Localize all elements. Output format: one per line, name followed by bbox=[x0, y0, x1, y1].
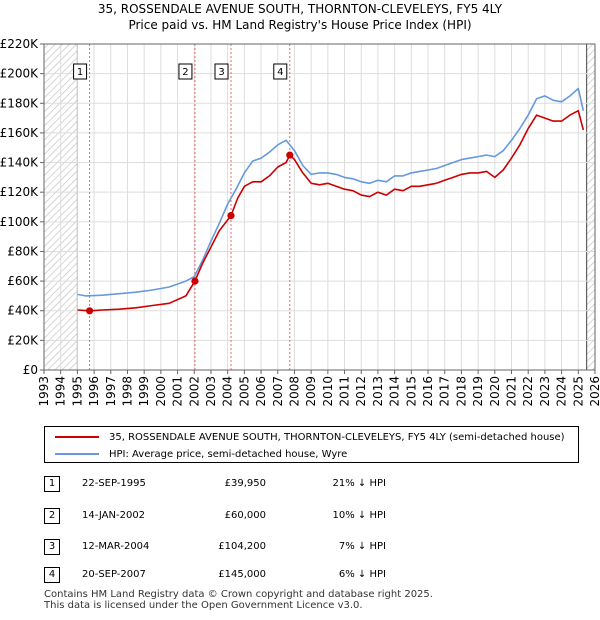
transaction-hpi-diff: 6% ↓ HPI bbox=[338, 569, 386, 580]
y-tick-label: £60K bbox=[7, 274, 39, 288]
transaction-hpi-diff: 21% ↓ HPI bbox=[332, 478, 386, 489]
footer-line-copyright: Contains HM Land Registry data © Crown c… bbox=[44, 589, 433, 600]
x-tick-label: 2019 bbox=[471, 376, 485, 407]
x-tick-label: 2015 bbox=[404, 376, 418, 407]
x-tick-label: 1994 bbox=[54, 376, 68, 407]
x-tick-label: 2026 bbox=[588, 376, 600, 407]
x-tick-label: 2018 bbox=[454, 376, 468, 407]
x-tick-label: 2017 bbox=[438, 376, 452, 407]
x-tick-label: 2011 bbox=[338, 376, 352, 407]
y-tick-label: £180K bbox=[0, 96, 39, 110]
x-tick-label: 2020 bbox=[488, 376, 502, 407]
y-tick-label: £40K bbox=[7, 304, 39, 318]
transaction-point bbox=[191, 277, 199, 285]
x-tick-label: 1997 bbox=[104, 376, 118, 407]
y-tick-label: £0 bbox=[23, 363, 38, 377]
y-tick-label: £80K bbox=[7, 244, 39, 258]
x-tick-label: 2005 bbox=[237, 376, 251, 407]
legend-label-hpi: HPI: Average price, semi-detached house,… bbox=[109, 448, 348, 460]
x-tick-label: 2006 bbox=[254, 376, 268, 407]
transaction-price: £60,000 bbox=[224, 510, 266, 521]
x-tick-label: 2021 bbox=[505, 376, 519, 407]
transaction-hpi-diff: 10% ↓ HPI bbox=[332, 510, 386, 521]
x-tick-label: 2023 bbox=[538, 376, 552, 407]
y-tick-label: £20K bbox=[7, 333, 39, 347]
transaction-label-box bbox=[214, 63, 229, 80]
legend-item-hpi: HPI: Average price, semi-detached house,… bbox=[45, 446, 347, 462]
transaction-label-box bbox=[73, 63, 88, 80]
y-tick-label: £120K bbox=[0, 185, 39, 199]
x-tick-label: 2004 bbox=[221, 376, 235, 407]
x-tick-label: 1993 bbox=[37, 376, 51, 407]
y-tick-label: £140K bbox=[0, 156, 39, 170]
x-tick-label: 2025 bbox=[571, 376, 585, 407]
x-tick-label: 2007 bbox=[271, 376, 285, 407]
table-row: 1 22-SEP-1995 £39,950 21% ↓ HPI bbox=[0, 476, 600, 494]
transaction-label-box bbox=[273, 63, 288, 80]
x-tick-label: 2013 bbox=[371, 376, 385, 407]
legend-item-property: 35, ROSSENDALE AVENUE SOUTH, THORNTON-CL… bbox=[45, 429, 565, 445]
chart-legend: 35, ROSSENDALE AVENUE SOUTH, THORNTON-CL… bbox=[44, 426, 579, 463]
transaction-label: 4 bbox=[277, 67, 283, 78]
plot-frame bbox=[43, 43, 596, 371]
series-line-hpi bbox=[77, 87, 585, 297]
legend-swatch-property bbox=[55, 436, 99, 438]
transaction-label: 1 bbox=[77, 67, 83, 78]
x-tick-label: 2012 bbox=[354, 376, 368, 407]
transaction-number-badge: 1 bbox=[44, 476, 60, 492]
x-tick-label: 1999 bbox=[137, 376, 151, 407]
transaction-number-badge: 2 bbox=[44, 508, 60, 524]
x-tick-label: 2024 bbox=[555, 376, 569, 407]
x-tick-label: 2000 bbox=[154, 376, 168, 407]
y-tick-label: £200K bbox=[0, 67, 39, 81]
chart-subtitle: Price paid vs. HM Land Registry's House … bbox=[128, 18, 472, 32]
x-tick-label: 2016 bbox=[421, 376, 435, 407]
x-tick-label: 1995 bbox=[70, 376, 84, 407]
transaction-label: 3 bbox=[218, 67, 224, 78]
x-tick-label: 1996 bbox=[87, 376, 101, 407]
price-chart: 1 2 3 4 £0 £20K £40K £60K £80K £100K £120K £140K £1… bbox=[0, 37, 600, 407]
table-row: 2 14-JAN-2002 £60,000 10% ↓ HPI bbox=[0, 508, 600, 526]
transaction-date: 22-SEP-1995 bbox=[82, 478, 146, 489]
y-tick-label: £160K bbox=[0, 126, 39, 140]
series-line-property bbox=[77, 109, 585, 312]
table-row: 3 12-MAR-2004 £104,200 7% ↓ HPI bbox=[0, 539, 600, 557]
transaction-date: 14-JAN-2002 bbox=[82, 510, 146, 521]
legend-swatch-hpi bbox=[55, 453, 99, 455]
chart-title: 35, ROSSENDALE AVENUE SOUTH, THORNTON-CL… bbox=[97, 2, 503, 16]
transaction-price: £39,950 bbox=[224, 478, 266, 489]
transaction-point bbox=[85, 307, 94, 315]
transaction-date: 12-MAR-2004 bbox=[82, 541, 150, 552]
transaction-price: £145,000 bbox=[218, 569, 266, 580]
transaction-price: £104,200 bbox=[218, 541, 266, 552]
hatched-region bbox=[586, 44, 595, 370]
x-tick-label: 2008 bbox=[287, 376, 301, 407]
table-row: 4 20-SEP-2007 £145,000 6% ↓ HPI bbox=[0, 567, 600, 585]
footer-attribution: Contains HM Land Registry data © Crown c… bbox=[44, 589, 433, 611]
x-tick-label: 2014 bbox=[388, 376, 402, 407]
x-tick-label: 2001 bbox=[171, 376, 185, 407]
y-tick-label: £100K bbox=[0, 215, 39, 229]
transaction-hpi-diff: 7% ↓ HPI bbox=[338, 541, 386, 552]
transaction-date: 20-SEP-2007 bbox=[82, 569, 146, 580]
x-tick-label: 2022 bbox=[521, 376, 535, 407]
x-tick-label: 2009 bbox=[304, 376, 318, 407]
footer-line-licence: This data is licensed under the Open Gov… bbox=[44, 600, 363, 611]
transaction-point bbox=[227, 211, 235, 220]
transaction-point bbox=[286, 151, 294, 159]
transaction-number-badge: 3 bbox=[44, 539, 60, 555]
x-tick-label: 2002 bbox=[187, 376, 201, 407]
y-tick-label: £220K bbox=[0, 37, 39, 51]
legend-label-property: 35, ROSSENDALE AVENUE SOUTH, THORNTON-CL… bbox=[109, 431, 565, 443]
transaction-number-badge: 4 bbox=[44, 567, 60, 583]
transaction-label: 2 bbox=[182, 67, 188, 78]
x-tick-label: 2010 bbox=[321, 376, 335, 407]
transaction-label-box bbox=[178, 63, 193, 80]
x-tick-label: 2003 bbox=[204, 376, 218, 407]
x-tick-label: 1998 bbox=[120, 376, 134, 407]
